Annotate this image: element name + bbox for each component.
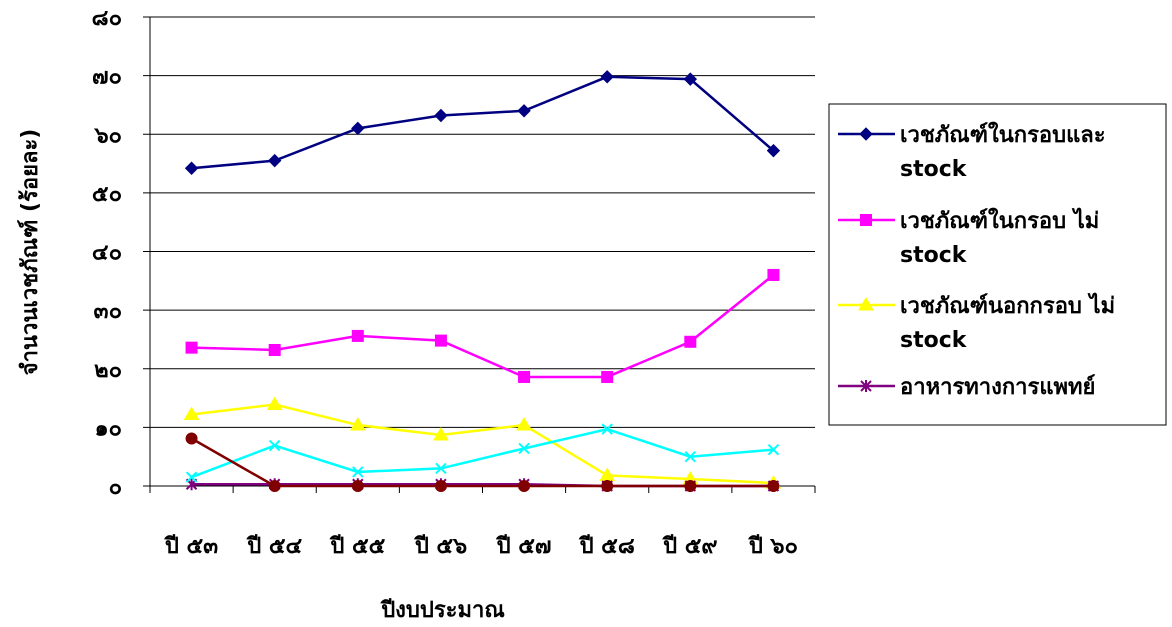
legend-label: เวชภัณฑ์ในกรอบ ไม่ stock bbox=[900, 207, 1099, 268]
data-point bbox=[433, 427, 449, 441]
series-line bbox=[191, 427, 774, 479]
data-point bbox=[683, 72, 698, 86]
legend-label: เวชภัณฑ์นอกกรอบ ไม่ stock bbox=[900, 292, 1115, 353]
data-point bbox=[184, 161, 199, 175]
x-tick-label: ปี ๕๘ bbox=[578, 534, 634, 559]
series-line bbox=[190, 437, 774, 488]
data-point bbox=[601, 423, 613, 435]
y-tick-label: ๘๐ bbox=[92, 6, 122, 31]
data-point bbox=[434, 334, 447, 347]
legend-item: เวชภัณฑ์ในกรอบ ไม่ stock bbox=[838, 207, 1099, 268]
data-point bbox=[349, 417, 366, 431]
y-tick-label: ๕๐ bbox=[92, 182, 122, 207]
legend-item: เวชภัณฑ์ในกรอบและ stock bbox=[838, 121, 1106, 182]
y-tick-label: ๖๐ bbox=[94, 123, 122, 148]
series-1 bbox=[184, 70, 781, 175]
y-tick-labels: ๐ ๑๐ ๒๐ ๓๐ ๔๐ ๕๐ ๖๐ ๗๐ ๘๐ bbox=[92, 6, 122, 500]
x-tick-label: ปี ๖๐ bbox=[748, 534, 798, 559]
grid-lines bbox=[150, 16, 815, 428]
x-tick-label: ปี ๕๓ bbox=[164, 534, 219, 559]
data-point bbox=[516, 417, 532, 431]
series-line bbox=[191, 403, 774, 485]
data-point bbox=[351, 121, 365, 136]
series-line bbox=[191, 75, 775, 170]
axes bbox=[143, 16, 816, 493]
y-tick-label: ๒๐ bbox=[94, 358, 122, 383]
data-point bbox=[518, 370, 531, 383]
data-point bbox=[267, 153, 282, 168]
data-point bbox=[185, 471, 198, 483]
series-group bbox=[183, 70, 782, 492]
data-point bbox=[766, 143, 781, 158]
series-5 bbox=[185, 423, 780, 483]
data-point bbox=[268, 439, 281, 452]
data-point bbox=[352, 466, 364, 478]
data-point bbox=[351, 329, 364, 342]
data-point bbox=[266, 396, 283, 411]
data-point bbox=[767, 480, 780, 492]
series-6 bbox=[185, 432, 780, 492]
data-point bbox=[518, 480, 531, 492]
y-tick-label: ๔๐ bbox=[92, 241, 122, 266]
data-point bbox=[351, 480, 364, 492]
data-point bbox=[860, 214, 872, 226]
data-point bbox=[434, 480, 447, 492]
data-point bbox=[767, 443, 780, 456]
data-point bbox=[684, 450, 697, 463]
x-tick-label: ปี ๕๗ bbox=[495, 534, 551, 559]
legend-item: อาหารทางการแพทย์ bbox=[838, 374, 1095, 400]
data-point bbox=[517, 104, 531, 118]
y-tick-label: ๗๐ bbox=[92, 65, 122, 90]
x-tick-label: ปี ๕๖ bbox=[414, 534, 467, 559]
legend-box bbox=[828, 103, 1167, 426]
data-point bbox=[268, 480, 281, 492]
data-point bbox=[858, 297, 874, 311]
data-point bbox=[684, 335, 697, 348]
data-point bbox=[860, 380, 872, 392]
x-axis-title: ปีงบประมาณ bbox=[380, 598, 505, 623]
y-tick-label: ๑๐ bbox=[95, 416, 122, 441]
series-2 bbox=[185, 268, 780, 383]
x-tick-label: ปี ๕๔ bbox=[246, 534, 302, 559]
data-point bbox=[518, 442, 530, 455]
series-3 bbox=[183, 396, 782, 489]
legend-label: เวชภัณฑ์ในกรอบและ stock bbox=[900, 121, 1106, 182]
x-tick-label: ปี ๕๙ bbox=[662, 534, 718, 559]
data-point bbox=[185, 432, 198, 445]
data-point bbox=[183, 406, 200, 420]
data-point bbox=[767, 268, 780, 281]
data-point bbox=[684, 480, 697, 492]
y-tick-label: ๐ bbox=[109, 475, 122, 500]
y-tick-label: ๓๐ bbox=[94, 299, 122, 324]
data-point bbox=[601, 480, 614, 492]
data-point bbox=[434, 108, 448, 123]
data-point bbox=[185, 341, 198, 354]
data-point bbox=[600, 70, 614, 84]
data-point bbox=[859, 127, 873, 141]
legend-label: อาหารทางการแพทย์ bbox=[900, 374, 1095, 400]
legend: เวชภัณฑ์ในกรอบและ stock เวชภัณฑ์ในกรอบ ไม่… bbox=[828, 103, 1167, 426]
data-point bbox=[268, 343, 281, 356]
data-point bbox=[601, 370, 614, 383]
legend-item: เวชภัณฑ์นอกกรอบ ไม่ stock bbox=[838, 292, 1115, 353]
x-tick-label: ปี ๕๕ bbox=[329, 534, 385, 559]
y-axis-title: จำนวนเวชภัณฑ์ (ร้อยละ) bbox=[17, 129, 43, 376]
data-point bbox=[435, 462, 447, 475]
series-line bbox=[191, 273, 775, 379]
x-tick-labels: ปี ๕๓ ปี ๕๔ ปี ๕๕ ปี ๕๖ ปี ๕๗ ปี ๕๘ ปี ๕๙ ปี ๖๐ bbox=[164, 534, 798, 559]
